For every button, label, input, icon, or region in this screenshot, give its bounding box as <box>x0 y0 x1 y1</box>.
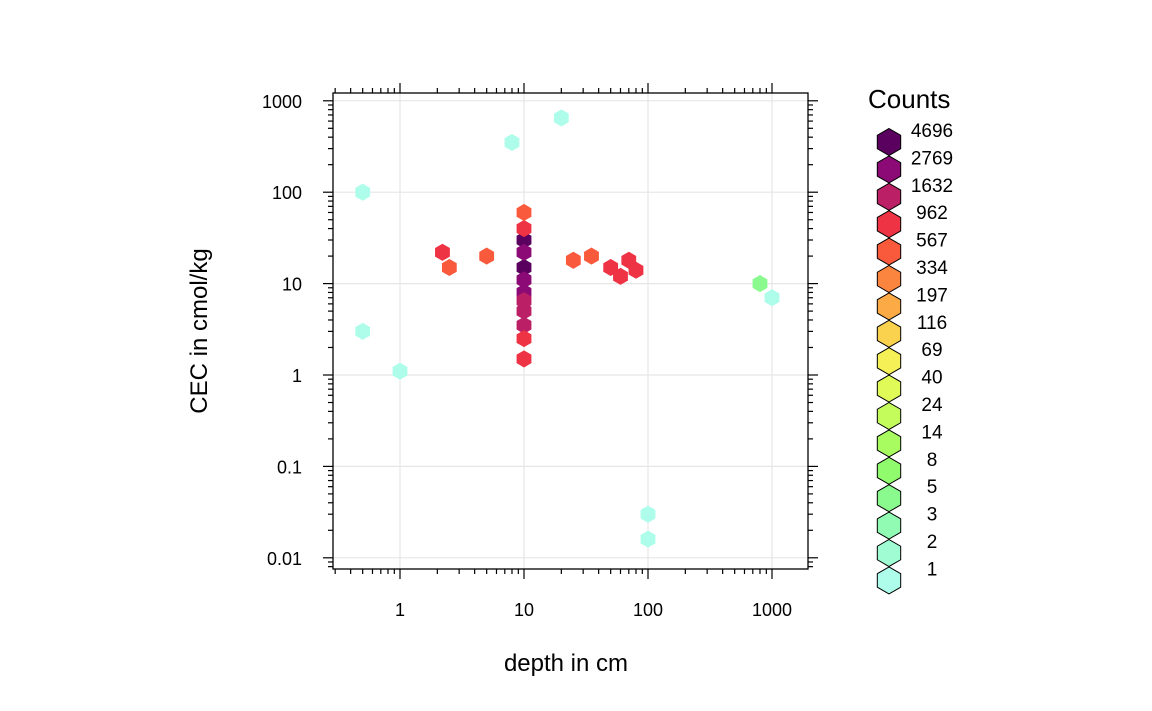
legend-title: Counts <box>868 84 950 114</box>
legend-key <box>876 538 902 568</box>
y-tick-label: 10 <box>282 275 302 295</box>
legend-label: 1 <box>927 559 938 580</box>
hexbin-cell <box>640 505 656 523</box>
legend-label: 2769 <box>911 148 953 169</box>
hexbin-cell <box>516 271 532 289</box>
hexbin-cell <box>355 183 371 201</box>
hexbin-cell <box>628 261 644 279</box>
hexbin-cell <box>441 258 457 277</box>
hexbin-cell <box>479 247 495 265</box>
hexbin-cell <box>516 203 532 222</box>
legend-label: 4696 <box>911 121 953 142</box>
hexbin-cell <box>435 243 450 261</box>
y-tick-label: 100 <box>272 183 302 203</box>
hexbin-cell <box>565 251 581 269</box>
legend-key <box>876 155 902 184</box>
x-axis-label: depth in cm <box>504 650 628 677</box>
legend-key <box>876 511 902 540</box>
legend-label: 334 <box>916 258 948 279</box>
hexbin-cell <box>516 220 532 238</box>
legend-label: 962 <box>916 203 948 224</box>
x-tick-label: 1000 <box>752 600 792 620</box>
legend-label: 116 <box>917 313 947 334</box>
legend-key <box>876 182 902 211</box>
hexbin-cell <box>764 289 780 307</box>
legend-label: 567 <box>916 231 948 252</box>
hexbin-cell <box>516 330 532 348</box>
hexbin-cell <box>355 322 371 340</box>
legend-label: 1632 <box>911 176 953 197</box>
legend-label: 3 <box>927 505 938 526</box>
hexbin-cell <box>516 243 532 261</box>
y-tick-label: 1000 <box>262 92 302 112</box>
hexbin-cell <box>516 292 532 310</box>
x-tick-label: 1 <box>395 600 405 620</box>
legend-key <box>876 127 902 157</box>
legend-key <box>876 237 902 266</box>
axis-ticks <box>323 83 818 579</box>
y-tick-label: 0.1 <box>277 457 302 477</box>
legend-label: 40 <box>921 368 942 389</box>
hexbin-cell <box>504 133 520 152</box>
legend-label: 197 <box>916 285 948 306</box>
legend-label: 8 <box>927 450 938 471</box>
hexbin-cells <box>355 109 780 548</box>
hexbin-cell <box>392 362 408 380</box>
hexbin-cell <box>516 350 532 368</box>
y-axis-label: CEC in cmol/kg <box>186 248 213 413</box>
legend-key <box>876 210 902 239</box>
legend-key <box>876 484 902 513</box>
legend-key <box>876 566 902 595</box>
y-tick-label: 1 <box>292 366 302 386</box>
legend-label: 2 <box>927 532 938 553</box>
tick-labels: 1 10 100 1000 0.01 0.1 1 10 100 1000 <box>262 92 792 620</box>
legend-key <box>876 292 902 321</box>
plot-frame <box>332 92 809 570</box>
legend-label: 69 <box>921 340 942 361</box>
hexbin-cell <box>613 267 628 285</box>
legend-key <box>876 401 902 431</box>
grid-lines <box>333 93 808 569</box>
legend-key <box>876 347 902 376</box>
legend-label: 5 <box>927 477 938 498</box>
legend-key <box>876 264 902 294</box>
hexbin-cell <box>752 275 768 293</box>
hexbin-cell <box>553 109 569 127</box>
legend-label: 24 <box>921 395 943 416</box>
legend-label: 14 <box>921 422 943 443</box>
legend: Counts 4696 2769 1632 962 567 334 197 116 69 40 24… <box>868 84 953 595</box>
legend-key <box>876 429 902 458</box>
legend-key <box>876 456 902 485</box>
x-tick-label: 100 <box>633 600 663 620</box>
x-tick-label: 10 <box>514 600 534 620</box>
hexbin-cell <box>640 530 656 548</box>
hexbin-cell <box>584 247 599 265</box>
legend-key <box>876 374 902 403</box>
y-tick-label: 0.01 <box>267 549 302 569</box>
legend-key <box>876 319 902 348</box>
